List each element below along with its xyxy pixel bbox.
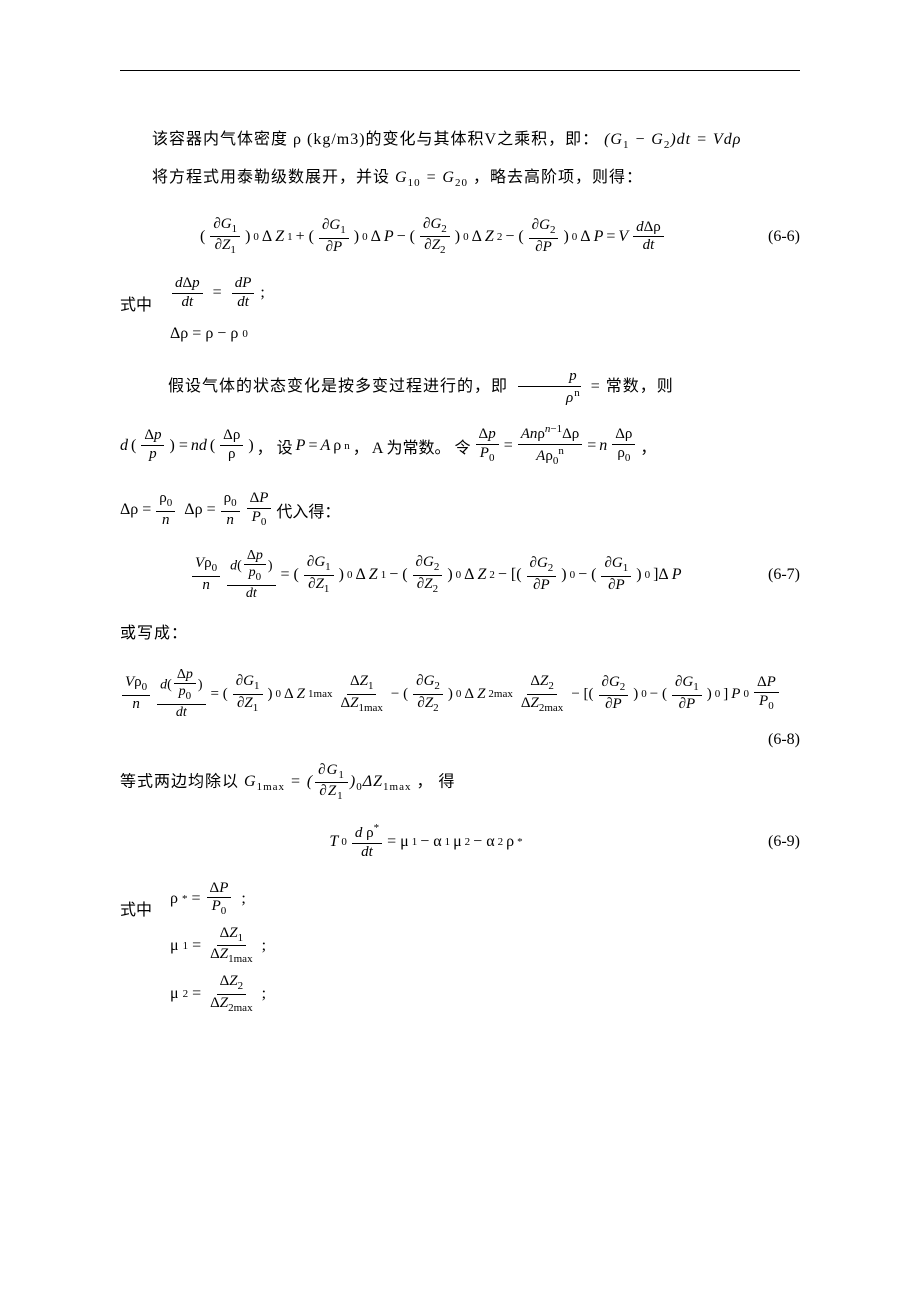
eq66-num: (6-6) bbox=[732, 228, 800, 246]
where1-lines: dΔpdt = dPdt ; Δρ = ρ − ρ0 bbox=[170, 276, 265, 351]
where2-line3: μ2 = ΔZ2ΔZ2max ; bbox=[170, 974, 266, 1014]
eq67-body: Vρ0n d(Δpp0) dt = (∂G1∂Z1)0ΔZ1 − (∂G2∂Z2… bbox=[190, 549, 681, 602]
equation-6-8: Vρ0n d(Δpp0) dt = (∂G1∂Z1)0ΔZ1max ΔZ1ΔZ1… bbox=[120, 668, 800, 749]
paragraph-7: 等式两边均除以 G1max = (∂G1∂Z1)0ΔZ1max ， 得 bbox=[120, 763, 800, 803]
where-block-1: 式中 dΔpdt = dPdt ; Δρ = ρ − ρ0 bbox=[120, 276, 800, 351]
para4-a: ， 设 bbox=[257, 434, 293, 458]
para5: 代入得： bbox=[276, 498, 340, 522]
equation-6-7: Vρ0n d(Δpp0) dt = (∂G1∂Z1)0ΔZ1 − (∂G2∂Z2… bbox=[120, 549, 800, 602]
where1-line2: Δρ = ρ − ρ0 bbox=[170, 318, 265, 350]
para1-math: (G1 − G2)dt = Vdρ bbox=[604, 131, 741, 148]
eq69-num: (6-9) bbox=[732, 833, 800, 851]
para7-a: 等式两边均除以 bbox=[120, 773, 244, 790]
top-rule bbox=[120, 70, 800, 71]
where2-lines: ρ* = ΔPP0 ; μ1 = ΔZ1ΔZ1max ; μ2 = ΔZ2ΔZ2… bbox=[170, 881, 266, 1014]
deriv-line-2: Δρ = ρ0n Δρ = ρ0n ΔPP0 代入得： bbox=[120, 485, 800, 535]
para2-math: G10 = G20 bbox=[395, 169, 468, 186]
para2-b: ，略去高阶项，则得： bbox=[473, 169, 643, 186]
where1-label: 式中 bbox=[120, 276, 152, 351]
para2-a: 将方程式用泰勒级数展开，并设 bbox=[152, 169, 395, 186]
deriv-line-1: d(Δpp) = nd(Δρρ) ， 设 P = Aρn ， A 为常数。 令 … bbox=[120, 421, 800, 471]
paragraph-2: 将方程式用泰勒级数展开，并设 G10 = G20 ，略去高阶项，则得： bbox=[120, 159, 800, 197]
eq69-body: T0 d ρ*dt = μ1 − α1μ2 − α2ρ* bbox=[329, 823, 522, 861]
eq67-num: (6-7) bbox=[732, 566, 800, 584]
where1-line1: dΔpdt = dPdt ; bbox=[170, 276, 265, 311]
where2-line2: μ1 = ΔZ1ΔZ1max ; bbox=[170, 926, 266, 966]
where-block-2: 式中 ρ* = ΔPP0 ; μ1 = ΔZ1ΔZ1max ; μ2 = ΔZ2… bbox=[120, 881, 800, 1014]
eq68-num: (6-8) bbox=[732, 731, 800, 749]
page: 该容器内气体密度 ρ (kg/m3)的变化与其体积V之乘积，即： (G1 − G… bbox=[0, 0, 920, 1092]
para7-b: ， 得 bbox=[417, 773, 456, 790]
para7-math: G1max = (∂G1∂Z1)0ΔZ1max bbox=[244, 773, 416, 790]
para4-tail: ， bbox=[640, 434, 656, 458]
eq68-body: Vρ0n d(Δpp0) dt = (∂G1∂Z1)0ΔZ1max ΔZ1ΔZ1… bbox=[120, 668, 781, 721]
eq66-body: (∂G1∂Z1)0 ΔZ1 + (∂G1∂P)0 ΔP − (∂G2∂Z2)0 … bbox=[200, 217, 666, 257]
paragraph-3: 假设气体的状态变化是按多变过程进行的，即 pρn = 常数，则 bbox=[120, 368, 800, 406]
para3-a: 假设气体的状态变化是按多变过程进行的，即 bbox=[168, 378, 513, 395]
para4-c: ， A 为常数。 令 bbox=[353, 434, 471, 458]
equation-6-6: (∂G1∂Z1)0 ΔZ1 + (∂G1∂P)0 ΔP − (∂G2∂Z2)0 … bbox=[120, 212, 800, 262]
paragraph-1: 该容器内气体密度 ρ (kg/m3)的变化与其体积V之乘积，即： (G1 − G… bbox=[120, 121, 800, 159]
equation-6-9: T0 d ρ*dt = μ1 − α1μ2 − α2ρ* (6-9) bbox=[120, 817, 800, 867]
para1-text: 该容器内气体密度 ρ (kg/m3)的变化与其体积V之乘积，即： bbox=[152, 131, 599, 148]
where2-label: 式中 bbox=[120, 881, 152, 1014]
deriv2-body: Δρ = ρ0n Δρ = ρ0n ΔPP0 代入得： bbox=[120, 491, 340, 528]
para3-b: = 常数，则 bbox=[591, 378, 674, 395]
deriv1-body: d(Δpp) = nd(Δρρ) ， 设 P = Aρn ， A 为常数。 令 … bbox=[120, 424, 656, 467]
where2-line1: ρ* = ΔPP0 ; bbox=[170, 881, 266, 918]
paragraph-6: 或写成： bbox=[120, 615, 800, 653]
